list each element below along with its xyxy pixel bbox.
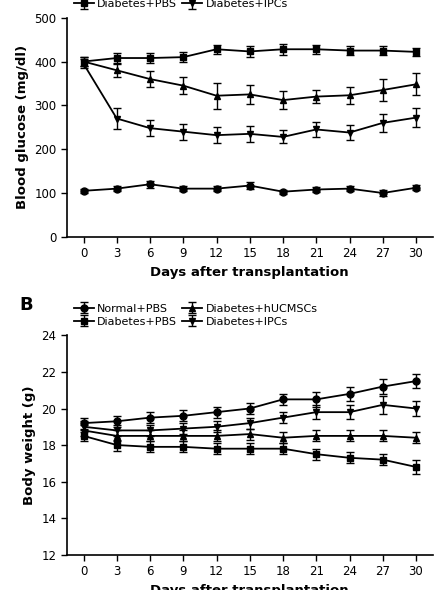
X-axis label: Days after transplantation: Days after transplantation: [150, 266, 349, 279]
X-axis label: Days after transplantation: Days after transplantation: [150, 584, 349, 590]
Y-axis label: Blood glucose (mg/dl): Blood glucose (mg/dl): [16, 45, 29, 209]
Y-axis label: Body weight (g): Body weight (g): [23, 385, 36, 505]
Legend: Normal+PBS, Diabetes+PBS, Diabetes+hUCMSCs, Diabetes+IPCs: Normal+PBS, Diabetes+PBS, Diabetes+hUCMS…: [72, 0, 319, 10]
Legend: Normal+PBS, Diabetes+PBS, Diabetes+hUCMSCs, Diabetes+IPCs: Normal+PBS, Diabetes+PBS, Diabetes+hUCMS…: [72, 303, 319, 327]
Text: B: B: [19, 296, 33, 314]
